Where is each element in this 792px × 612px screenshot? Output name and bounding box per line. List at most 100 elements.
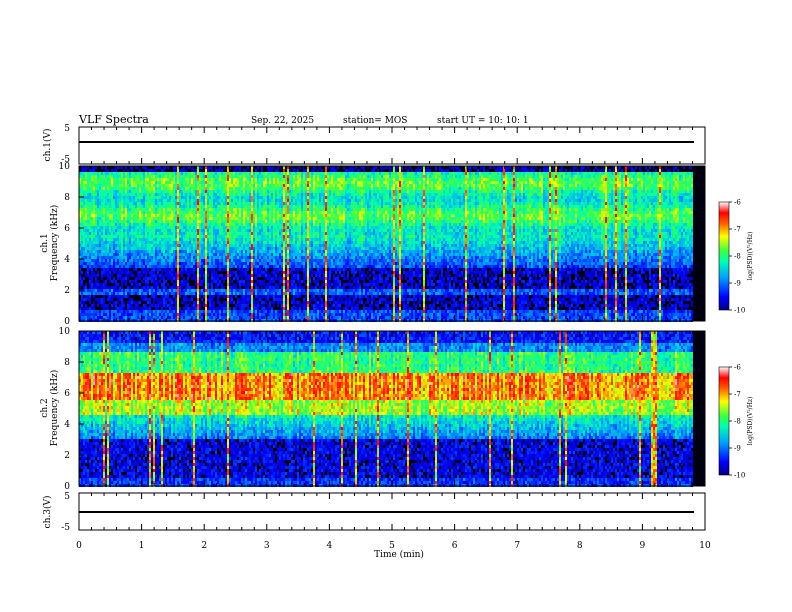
spectrogram-cell: [185, 175, 187, 178]
spectrogram-cell: [125, 253, 127, 256]
spectrogram-cell: [175, 175, 177, 178]
spectrogram-cell: [165, 193, 167, 196]
spectrogram-cell: [211, 262, 213, 265]
spectrogram-cell: [133, 265, 135, 268]
spectrogram-cell: [177, 286, 179, 289]
spectrogram-cell: [153, 271, 155, 274]
spectrogram-cell: [257, 193, 259, 196]
spectrogram-cell: [103, 298, 105, 301]
spectrogram-cell: [229, 184, 231, 187]
spectrogram-cell: [161, 271, 163, 274]
spectrogram-cell: [147, 169, 149, 172]
spectrogram-cell: [183, 178, 185, 181]
spectrogram-cell: [195, 241, 197, 244]
spectrogram-cell: [251, 313, 253, 316]
spectrogram-cell: [87, 250, 89, 253]
spectrogram-cell: [267, 232, 269, 235]
spectrogram-cell: [201, 280, 203, 283]
spectrogram-cell: [111, 220, 113, 223]
spectrogram-cell: [193, 238, 195, 241]
spectrogram-cell: [261, 169, 263, 172]
spectrogram-cell: [201, 250, 203, 253]
spectrogram-cell: [189, 220, 191, 223]
spectrogram-cell: [243, 247, 245, 250]
spectrogram-cell: [197, 274, 199, 277]
spectrogram-cell: [263, 265, 265, 268]
spectrogram-cell: [279, 220, 281, 223]
spectrogram-cell: [149, 301, 151, 304]
spectrogram-cell: [193, 310, 195, 313]
spectrogram-cell: [143, 223, 145, 226]
spectrogram-cell: [107, 271, 109, 274]
spectrogram-cell: [261, 205, 263, 208]
spectrogram-cell: [257, 274, 259, 277]
spectrogram-cell: [195, 211, 197, 214]
spectrogram-cell: [207, 184, 209, 187]
spectrogram-cell: [83, 208, 85, 211]
spectrogram-cell: [117, 199, 119, 202]
spectrogram-cell: [109, 223, 111, 226]
spectrogram-cell: [179, 271, 181, 274]
spectrogram-cell: [201, 223, 203, 226]
spectrogram-cell: [201, 256, 203, 259]
spectrogram-cell: [271, 166, 273, 169]
spectrogram-cell: [205, 307, 207, 310]
spectrogram-cell: [161, 184, 163, 187]
spectrogram-cell: [127, 205, 129, 208]
spectrogram-cell: [263, 280, 265, 283]
spectrogram-cell: [125, 313, 127, 316]
spectrogram-cell: [243, 241, 245, 244]
spectrogram-cell: [149, 232, 151, 235]
spectrogram-cell: [217, 196, 219, 199]
spectrogram-cell: [247, 244, 249, 247]
spectrogram-cell: [221, 202, 223, 205]
spectrogram-cell: [161, 286, 163, 289]
spectrogram-cell: [165, 211, 167, 214]
spectrogram-cell: [267, 271, 269, 274]
spectrogram-cell: [99, 205, 101, 208]
spectrogram-cell: [209, 253, 211, 256]
spectrogram-cell: [249, 274, 251, 277]
spectrogram-cell: [191, 196, 193, 199]
spectrogram-cell: [187, 292, 189, 295]
spectrogram-cell: [231, 247, 233, 250]
spectrogram-cell: [185, 220, 187, 223]
spectrogram-cell: [217, 214, 219, 217]
spectrogram-cell: [105, 214, 107, 217]
spectrogram-cell: [167, 316, 169, 319]
spectrogram-cell: [265, 190, 267, 193]
spectrogram-cell: [273, 265, 275, 268]
spectrogram-cell: [123, 202, 125, 205]
spectrogram-cell: [249, 223, 251, 226]
spectrogram-cell: [113, 208, 115, 211]
spectrogram-cell: [99, 172, 101, 175]
spectrogram-cell: [167, 274, 169, 277]
ch1-waveform-ticks: [78, 127, 706, 164]
spectrogram-cell: [175, 166, 177, 169]
spectrogram-cell: [239, 193, 241, 196]
spectrogram-cell: [269, 184, 271, 187]
spectrogram-cell: [267, 202, 269, 205]
spectrogram-cell: [161, 241, 163, 244]
spectrogram-cell: [149, 304, 151, 307]
spectrogram-cell: [203, 232, 205, 235]
spectrogram-cell: [155, 211, 157, 214]
spectrogram-cell: [153, 211, 155, 214]
spectrogram-cell: [171, 289, 173, 292]
spectrogram-cell: [261, 208, 263, 211]
spectrogram-cell: [87, 268, 89, 271]
spectrogram-cell: [179, 310, 181, 313]
spectrogram-cell: [267, 268, 269, 271]
spectrogram-cell: [129, 307, 131, 310]
spectrogram-cell: [155, 304, 157, 307]
spectrogram-cell: [103, 238, 105, 241]
spectrogram-cell: [79, 217, 81, 220]
spectrogram-cell: [215, 244, 217, 247]
spectrogram-cell: [125, 187, 127, 190]
spectrogram-cell: [273, 256, 275, 259]
spectrogram-cell: [231, 316, 233, 319]
spectrogram-cell: [181, 226, 183, 229]
spectrogram-cell: [101, 286, 103, 289]
spectrogram-cell: [87, 184, 89, 187]
spectrogram-cell: [167, 211, 169, 214]
